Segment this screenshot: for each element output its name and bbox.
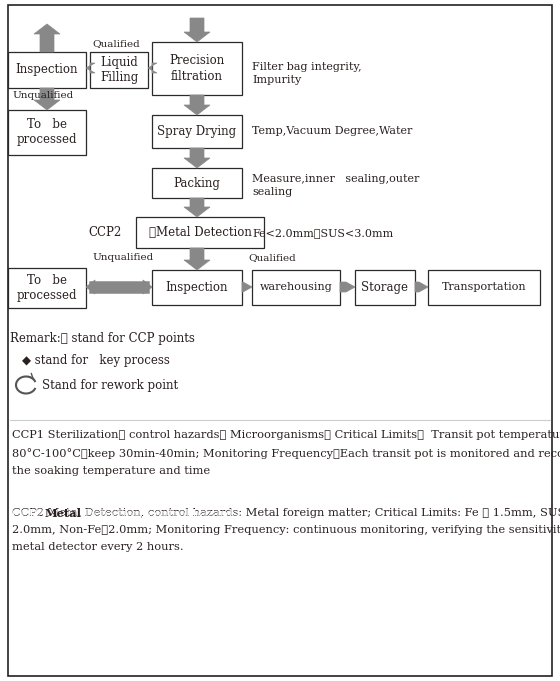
Polygon shape <box>148 63 157 73</box>
Bar <box>8 110 86 155</box>
Text: Stand for rework point: Stand for rework point <box>42 379 178 392</box>
Text: Qualified: Qualified <box>92 39 140 48</box>
Text: Filter bag integrity,
Impurity: Filter bag integrity, Impurity <box>252 62 362 85</box>
Text: Remark:★ stand for CCP points: Remark:★ stand for CCP points <box>10 332 195 345</box>
Text: ★Metal Detection: ★Metal Detection <box>148 226 251 239</box>
Text: To   be
processed: To be processed <box>17 118 77 146</box>
Bar <box>152 168 242 198</box>
Text: Liquid
Filling: Liquid Filling <box>100 56 138 84</box>
Text: Packing: Packing <box>174 176 221 189</box>
Text: To   be
processed: To be processed <box>17 274 77 302</box>
Text: Spray Drying: Spray Drying <box>157 125 236 138</box>
Bar <box>152 270 242 305</box>
Text: Measure,inner   sealing,outer
sealing: Measure,inner sealing,outer sealing <box>252 174 419 197</box>
Polygon shape <box>184 95 210 115</box>
Bar <box>136 217 264 248</box>
Text: Storage: Storage <box>362 281 408 294</box>
Polygon shape <box>143 280 152 294</box>
Text: CCP1 Sterilization， control hazards： Microorganisms； Critical Limits：  Transit p: CCP1 Sterilization， control hazards： Mic… <box>12 430 560 476</box>
Polygon shape <box>184 248 210 270</box>
Bar <box>90 52 148 88</box>
Text: CCP2: CCP2 <box>88 225 122 238</box>
Bar <box>428 270 540 305</box>
Polygon shape <box>415 282 428 292</box>
Text: Inspection: Inspection <box>166 281 228 294</box>
Text: Unqualified: Unqualified <box>92 253 153 262</box>
Text: Fe<2.0mm，SUS<3.0mm: Fe<2.0mm，SUS<3.0mm <box>252 228 393 238</box>
Polygon shape <box>34 24 60 52</box>
Polygon shape <box>184 198 210 217</box>
Text: Unqualified: Unqualified <box>12 91 73 99</box>
Bar <box>152 115 242 148</box>
Text: CCP2 Metal Detection, control hazards: Metal foreign matter; Critical Limits: Fe: CCP2 Metal Detection, control hazards: M… <box>12 508 560 552</box>
Polygon shape <box>86 63 95 73</box>
Polygon shape <box>340 282 355 292</box>
Bar <box>8 52 86 88</box>
Text: Precision
filtration: Precision filtration <box>169 54 225 82</box>
Bar <box>152 42 242 95</box>
Polygon shape <box>86 280 95 294</box>
Text: Qualified: Qualified <box>248 253 296 262</box>
Polygon shape <box>184 18 210 42</box>
Text: CCP2 Metal Detection, control hazards:: CCP2 Metal Detection, control hazards: <box>12 508 246 518</box>
Text: Inspection: Inspection <box>16 63 78 76</box>
Polygon shape <box>34 88 60 110</box>
Polygon shape <box>242 282 252 292</box>
Text: warehousing: warehousing <box>260 283 333 293</box>
Text: Temp,Vacuum Degree,Water: Temp,Vacuum Degree,Water <box>252 126 412 136</box>
Text: Metal: Metal <box>45 508 82 519</box>
Polygon shape <box>184 148 210 168</box>
Bar <box>8 268 86 308</box>
Text: Transportation: Transportation <box>442 283 526 293</box>
Bar <box>355 270 415 305</box>
Text: ◆ stand for   key process: ◆ stand for key process <box>22 354 170 367</box>
Bar <box>252 270 340 305</box>
